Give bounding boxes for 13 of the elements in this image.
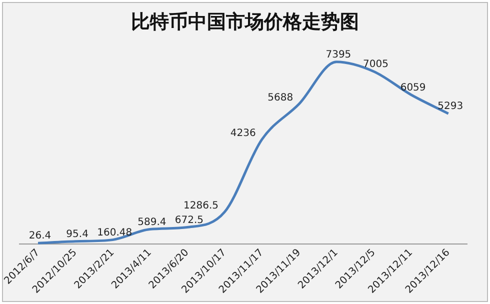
data-label: 160.48 (97, 227, 132, 238)
data-label: 26.4 (28, 230, 52, 242)
data-label: 5293 (438, 101, 464, 112)
data-label: 4236 (230, 128, 256, 140)
data-label: 589.4 (138, 216, 166, 228)
data-label: 7005 (363, 59, 388, 70)
data-label: 1286.5 (184, 200, 219, 212)
data-label: 6059 (400, 82, 426, 94)
chart-title: 比特币中国市场价格走势图 (130, 10, 360, 35)
data-label: 7395 (326, 49, 352, 60)
data-label: 5688 (268, 92, 294, 104)
data-label: 672.5 (174, 214, 204, 226)
data-label: 95.4 (66, 229, 88, 240)
